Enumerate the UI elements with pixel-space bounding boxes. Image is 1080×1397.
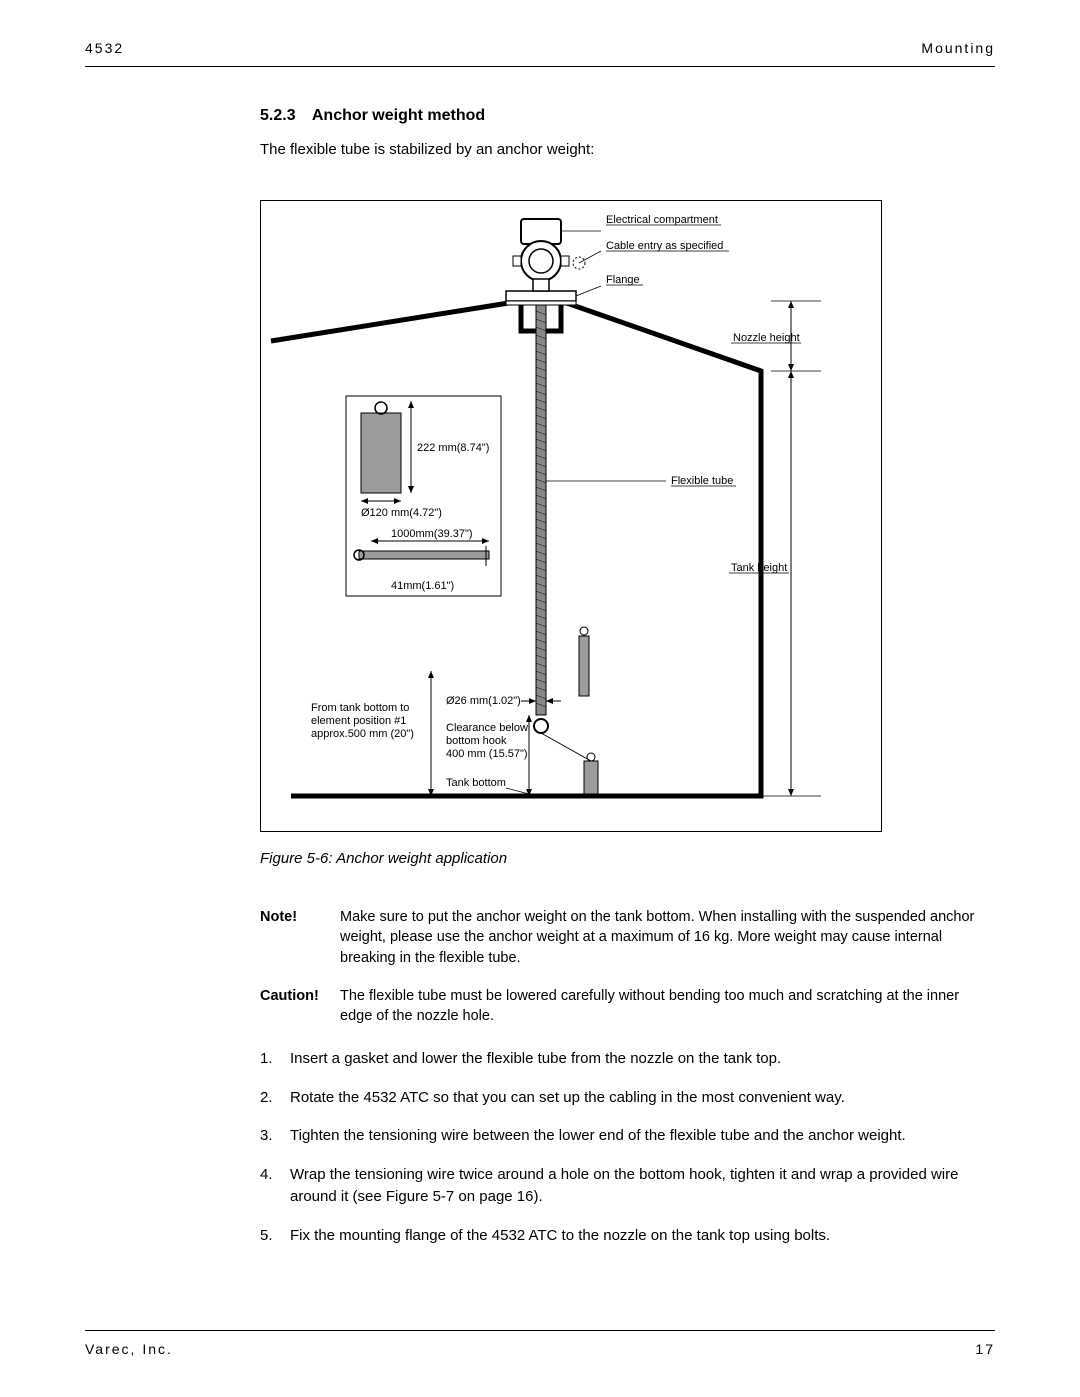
flange-bottom bbox=[506, 301, 576, 305]
label-1000: 1000mm(39.37") bbox=[391, 528, 473, 540]
label-tank-h: Tank height bbox=[731, 562, 787, 574]
header-rule bbox=[85, 66, 995, 67]
footer-right: 17 bbox=[975, 1341, 995, 1357]
caution-label: Caution! bbox=[260, 986, 340, 1027]
step: 5. Fix the mounting flange of the 4532 A… bbox=[260, 1225, 995, 1248]
section-number: 5.2.3 bbox=[260, 107, 308, 125]
content: 5.2.3 Anchor weight method The flexible … bbox=[260, 107, 995, 1247]
anchor-eye-small bbox=[580, 627, 588, 635]
label-clearance-2: bottom hook bbox=[446, 735, 507, 747]
label-clearance-1: Clearance below bbox=[446, 722, 528, 734]
lead-cable bbox=[579, 251, 601, 263]
label-tankbottom: Tank bottom bbox=[446, 777, 506, 789]
footer: Varec, Inc. 17 bbox=[85, 1330, 995, 1357]
section-intro: The flexible tube is stabilized by an an… bbox=[260, 139, 995, 160]
sensor-knob-left bbox=[513, 256, 521, 266]
anchor-eye-bottom bbox=[587, 753, 595, 761]
inset-weight bbox=[361, 413, 401, 493]
step-text: Rotate the 4532 ATC so that you can set … bbox=[290, 1087, 995, 1110]
step-number: 1. bbox=[260, 1048, 290, 1071]
flexible-tube bbox=[536, 305, 546, 715]
caution-block: Caution! The flexible tube must be lower… bbox=[260, 986, 995, 1027]
sensor-ring bbox=[529, 249, 553, 273]
label-frombottom-3: approx.500 mm (20") bbox=[311, 728, 414, 740]
lead-flange bbox=[576, 286, 601, 296]
lead-tankbottom bbox=[506, 788, 529, 794]
label-222: 222 mm(8.74") bbox=[417, 442, 489, 454]
step-number: 4. bbox=[260, 1164, 290, 1209]
page: 4532 Mounting 5.2.3 Anchor weight method… bbox=[0, 0, 1080, 1397]
note-block: Note! Make sure to put the anchor weight… bbox=[260, 907, 995, 968]
step-text: Insert a gasket and lower the flexible t… bbox=[290, 1048, 995, 1071]
step: 3. Tighten the tensioning wire between t… bbox=[260, 1125, 995, 1148]
label-cable: Cable entry as specified bbox=[606, 240, 723, 252]
header-left: 4532 bbox=[85, 40, 124, 56]
nozzle-h-arrow-t bbox=[788, 301, 794, 308]
header-bar: 4532 Mounting bbox=[85, 40, 995, 56]
step-text: Wrap the tensioning wire twice around a … bbox=[290, 1164, 995, 1209]
label-flex: Flexible tube bbox=[671, 475, 733, 487]
steps-list: 1. Insert a gasket and lower the flexibl… bbox=[260, 1048, 995, 1247]
step-number: 2. bbox=[260, 1087, 290, 1110]
header-right: Mounting bbox=[921, 40, 995, 56]
tension-wire bbox=[541, 733, 591, 761]
dim-d26-arrow-l bbox=[529, 698, 536, 704]
inset-rod bbox=[359, 551, 489, 559]
dim-400-arrow-t bbox=[526, 715, 532, 722]
figure-box: 222 mm(8.74") Ø120 mm(4.72") 1000mm(39.3… bbox=[260, 200, 882, 832]
caution-text: The flexible tube must be lowered carefu… bbox=[340, 986, 995, 1027]
label-clearance-3: 400 mm (15.57") bbox=[446, 748, 528, 760]
figure-svg: 222 mm(8.74") Ø120 mm(4.72") 1000mm(39.3… bbox=[261, 201, 881, 831]
label-d120: Ø120 mm(4.72") bbox=[361, 507, 442, 519]
anchor-weight-bottom bbox=[584, 761, 598, 794]
step-number: 3. bbox=[260, 1125, 290, 1148]
section-title: Anchor weight method bbox=[312, 107, 485, 124]
nozzle-h-arrow bbox=[788, 364, 794, 371]
footer-row: Varec, Inc. 17 bbox=[85, 1341, 995, 1357]
note-label: Note! bbox=[260, 907, 340, 968]
note-text: Make sure to put the anchor weight on th… bbox=[340, 907, 995, 968]
bottom-hook bbox=[534, 719, 548, 733]
step: 4. Wrap the tensioning wire twice around… bbox=[260, 1164, 995, 1209]
anchor-weight-small bbox=[579, 636, 589, 696]
sensor-neck bbox=[533, 279, 549, 291]
sensor-knob-right bbox=[561, 256, 569, 266]
label-electrical: Electrical compartment bbox=[606, 214, 718, 226]
label-nozzle-h: Nozzle height bbox=[733, 332, 800, 344]
label-frombottom-2: element position #1 bbox=[311, 715, 406, 727]
footer-rule bbox=[85, 1330, 995, 1331]
step: 1. Insert a gasket and lower the flexibl… bbox=[260, 1048, 995, 1071]
label-flange: Flange bbox=[606, 274, 640, 286]
step: 2. Rotate the 4532 ATC so that you can s… bbox=[260, 1087, 995, 1110]
dim-500-arrow-t bbox=[428, 671, 434, 678]
label-frombottom-1: From tank bottom to bbox=[311, 702, 409, 714]
dim-d26-arrow-r bbox=[546, 698, 553, 704]
step-number: 5. bbox=[260, 1225, 290, 1248]
step-text: Tighten the tensioning wire between the … bbox=[290, 1125, 995, 1148]
step-text: Fix the mounting flange of the 4532 ATC … bbox=[290, 1225, 995, 1248]
figure-caption: Figure 5-6: Anchor weight application bbox=[260, 850, 995, 867]
tank-h-arrow-b bbox=[788, 789, 794, 796]
flange bbox=[506, 291, 576, 301]
section-heading: 5.2.3 Anchor weight method bbox=[260, 107, 995, 125]
label-d26: Ø26 mm(1.02") bbox=[446, 695, 521, 707]
label-41: 41mm(1.61") bbox=[391, 580, 454, 592]
footer-left: Varec, Inc. bbox=[85, 1341, 173, 1357]
tank-h-arrow-t bbox=[788, 371, 794, 378]
